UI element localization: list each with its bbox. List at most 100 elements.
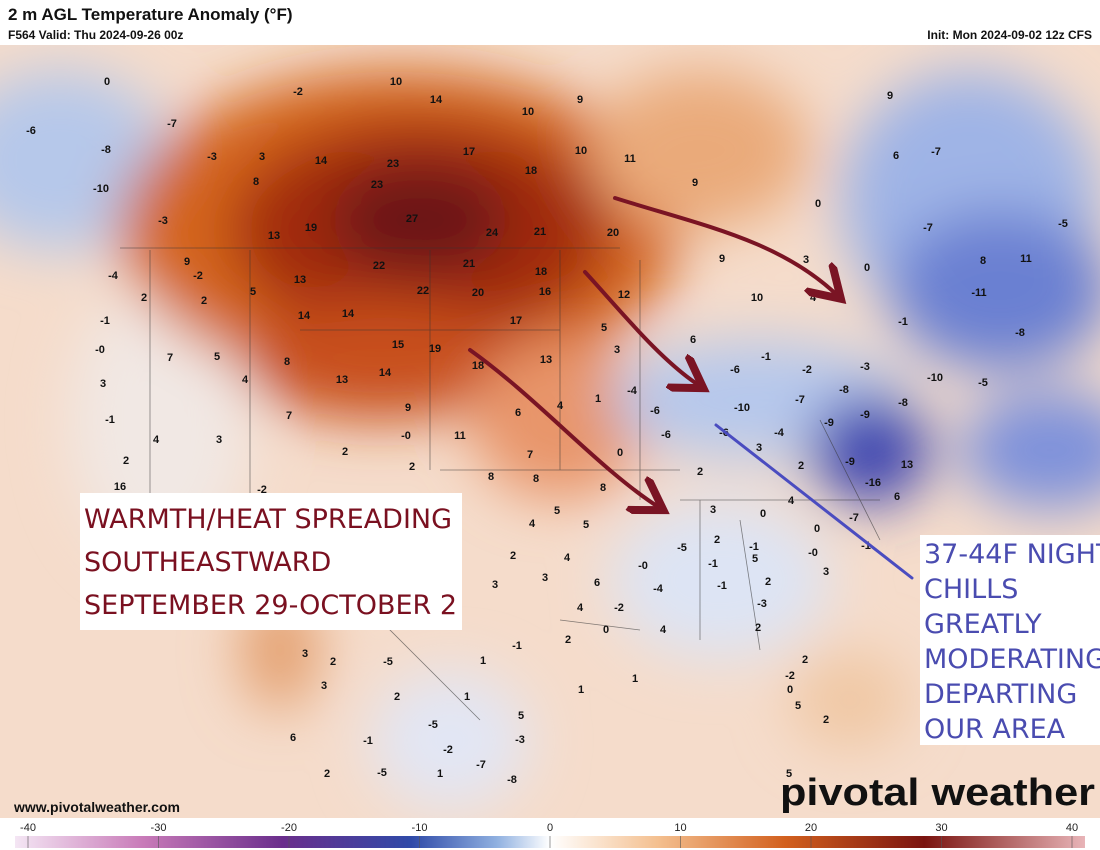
anomaly-label: 19: [429, 343, 441, 355]
anomaly-label: 3: [823, 566, 829, 578]
anomaly-label: 0: [617, 447, 623, 459]
anomaly-label: 8: [253, 176, 259, 188]
anomaly-label: 8: [284, 356, 290, 368]
anomaly-label: 2: [714, 534, 720, 546]
anomaly-label: 0: [815, 198, 821, 210]
anomaly-label: -7: [923, 222, 933, 234]
anomaly-label: -7: [167, 118, 177, 130]
anomaly-label: 2: [823, 714, 829, 726]
anomaly-label: 13: [540, 354, 552, 366]
colorbar-tick-label: -40: [20, 822, 36, 834]
anomaly-label: 4: [788, 495, 795, 507]
colorbar-tick-label: 0: [547, 822, 553, 834]
anomaly-label: -1: [861, 540, 871, 552]
anomaly-label: 16: [114, 481, 126, 493]
anomaly-label: 10: [575, 145, 587, 157]
anomaly-label: -5: [383, 656, 393, 668]
anomaly-label: 8: [488, 471, 494, 483]
anomaly-label: -1: [717, 580, 727, 592]
anomaly-label: 2: [324, 768, 330, 780]
anomaly-label: 2: [123, 455, 129, 467]
anomaly-label: -6: [26, 125, 36, 137]
anomaly-label: 4: [529, 518, 536, 530]
warm-note-line: SOUTHEASTWARD: [84, 547, 331, 578]
cool-note-line: GREATLY: [924, 609, 1042, 640]
anomaly-label: -8: [839, 384, 849, 396]
anomaly-label: 1: [595, 393, 601, 405]
cool-note-line: 37-44F NIGHT: [924, 539, 1100, 570]
anomaly-label: 4: [242, 374, 249, 386]
warm-note: WARMTH/HEAT SPREADING SOUTHEASTWARD SEPTEM…: [84, 504, 457, 621]
anomaly-label: 8: [980, 255, 986, 267]
anomaly-label: -2: [293, 86, 303, 98]
colorbar-tick-label: -10: [412, 822, 428, 834]
anomaly-label: 2: [802, 654, 808, 666]
anomaly-label: -4: [627, 385, 638, 397]
anomaly-label: 0: [760, 508, 766, 520]
anomaly-label: 1: [464, 691, 470, 703]
anomaly-label: -8: [507, 774, 517, 786]
brand: pivotal weather: [780, 772, 1095, 814]
anomaly-label: -5: [1058, 218, 1068, 230]
anomaly-label: -9: [845, 456, 855, 468]
anomaly-label: 2: [755, 622, 761, 634]
anomaly-label: 2: [394, 691, 400, 703]
anomaly-label: -2: [614, 602, 624, 614]
anomaly-label: -7: [849, 512, 859, 524]
anomaly-label: 9: [405, 402, 411, 414]
anomaly-label: 17: [510, 315, 522, 327]
anomaly-label: 3: [321, 680, 327, 692]
anomaly-label: -0: [638, 560, 648, 572]
anomaly-label: 5: [518, 710, 524, 722]
anomaly-label: 6: [894, 491, 900, 503]
anomaly-label: 9: [719, 253, 725, 265]
anomaly-label: 22: [373, 260, 385, 272]
anomaly-label: -5: [428, 719, 438, 731]
anomaly-field: [0, 45, 1100, 818]
anomaly-label: -1: [761, 351, 771, 363]
anomaly-label: 2: [141, 292, 147, 304]
anomaly-label: 5: [786, 768, 792, 780]
anomaly-label: -1: [708, 558, 718, 570]
anomaly-label: 2: [330, 656, 336, 668]
colorbar-tick-label: 40: [1066, 822, 1078, 834]
anomaly-label: 11: [454, 430, 466, 442]
anomaly-label: -5: [377, 767, 387, 779]
anomaly-label: -11: [971, 287, 986, 299]
anomaly-label: 5: [583, 519, 589, 531]
anomaly-label: -10: [734, 402, 750, 414]
anomaly-label: 9: [887, 90, 893, 102]
anomaly-label: -2: [443, 744, 453, 756]
warm-arrow: [468, 348, 660, 508]
anomaly-label: 13: [268, 230, 280, 242]
anomaly-label: 3: [756, 442, 762, 454]
anomaly-label: -6: [650, 405, 660, 417]
anomaly-label: -7: [931, 146, 941, 158]
anomaly-label: -0: [808, 547, 818, 559]
anomaly-label: 5: [214, 351, 220, 363]
anomaly-label: -2: [193, 270, 203, 282]
anomaly-label: 11: [624, 153, 636, 165]
anomaly-label: 7: [167, 352, 173, 364]
cool-note-line: CHILLS: [924, 574, 1018, 605]
anomaly-label: 9: [692, 177, 698, 189]
anomaly-label: 2: [342, 446, 348, 458]
anomaly-label: 27: [406, 213, 418, 225]
anomaly-label: 14: [298, 310, 311, 322]
anomaly-label: 14: [379, 367, 392, 379]
anomaly-label: -8: [1015, 327, 1025, 339]
anomaly-label: 3: [803, 254, 809, 266]
colorbar-tick-label: 30: [935, 822, 947, 834]
anomaly-label: 14: [315, 155, 328, 167]
anomaly-label: 0: [603, 624, 609, 636]
anomaly-label: -6: [661, 429, 671, 441]
anomaly-label: 20: [472, 287, 484, 299]
anomaly-label: 3: [216, 434, 222, 446]
anomaly-label: -1: [898, 316, 908, 328]
anomaly-label: 21: [534, 226, 546, 238]
colorbar-tick-label: 10: [674, 822, 686, 834]
warm-note-box: [80, 493, 462, 630]
anomaly-label: 23: [387, 158, 399, 170]
anomaly-label: 4: [153, 434, 160, 446]
